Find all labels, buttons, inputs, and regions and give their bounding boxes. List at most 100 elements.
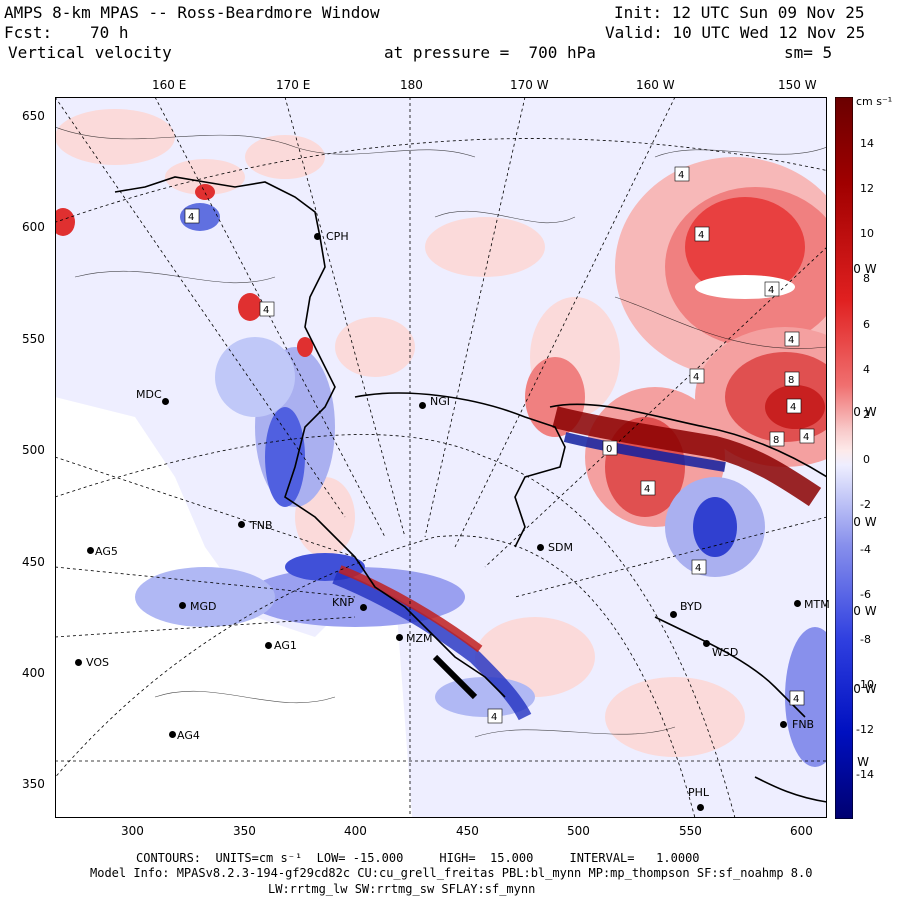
svg-text:4: 4 — [188, 212, 194, 223]
colorbar-tick: 0 — [863, 453, 870, 466]
station-marker — [169, 731, 176, 738]
svg-text:8: 8 — [773, 435, 779, 446]
mountain-wave-strip — [332, 406, 822, 721]
colorbar-tick: 2 — [863, 408, 870, 421]
station-marker — [265, 642, 272, 649]
colorbar-tick: 4 — [863, 363, 870, 376]
colorbar-tick: -8 — [860, 633, 871, 646]
colorbar-tick: 10 — [860, 227, 874, 240]
x-tick: 300 — [121, 824, 144, 838]
graticule — [55, 97, 827, 818]
y-tick: 350 — [22, 777, 45, 791]
y-tick: 600 — [22, 220, 45, 234]
coastline — [114, 176, 827, 803]
contour-info: CONTOURS: UNITS=cm s⁻¹ LOW= -15.000 HIGH… — [136, 851, 700, 865]
model-info: Model Info: MPASv8.2.3-194-gf29cd82c CU:… — [90, 866, 813, 880]
station-label: BYD — [680, 600, 703, 613]
station-marker — [162, 398, 169, 405]
x-tick: 350 — [233, 824, 256, 838]
station-label: MDC — [136, 388, 162, 401]
svg-text:4: 4 — [790, 402, 796, 413]
station-label: AG1 — [274, 639, 297, 652]
svg-text:4: 4 — [678, 170, 684, 181]
x-tick: 450 — [456, 824, 479, 838]
colorbar-tick: -10 — [856, 678, 874, 691]
svg-text:4: 4 — [263, 305, 269, 316]
lon-label: 180 — [400, 78, 423, 92]
contour-lines — [55, 126, 827, 738]
map-title: AMPS 8-km MPAS -- Ross-Beardmore Window — [4, 3, 380, 22]
svg-text:4: 4 — [693, 372, 699, 383]
station-label: CPH — [326, 230, 349, 243]
station-label: MTM — [804, 598, 830, 611]
lon-label: 150 W — [778, 78, 817, 92]
map-plot: 4 4 4 4 4 8 4 8 4 0 4 4 4 4 4 4 — [55, 97, 827, 818]
x-tick: 400 — [344, 824, 367, 838]
model-info-line2: LW:rrtmg_lw SW:rrtmg_sw SFLAY:sf_mynn — [268, 882, 536, 896]
svg-text:4: 4 — [793, 694, 799, 705]
station-marker — [238, 521, 245, 528]
pressure-level: at pressure = 700 hPa — [384, 43, 596, 62]
station-label: VOS — [86, 656, 109, 669]
svg-text:4: 4 — [768, 285, 774, 296]
svg-text:4: 4 — [698, 230, 704, 241]
station-marker — [87, 547, 94, 554]
station-label: PHL — [688, 786, 710, 799]
svg-text:4: 4 — [788, 335, 794, 346]
colorbar-tick: -6 — [860, 588, 871, 601]
y-tick: 500 — [22, 443, 45, 457]
station-label: FNB — [792, 718, 815, 731]
station-marker — [670, 611, 677, 618]
station-label: NGI — [430, 395, 450, 408]
lon-label: 160 E — [152, 78, 187, 92]
colorbar-tick: 12 — [860, 182, 874, 195]
colorbar-tick: 6 — [863, 318, 870, 331]
station-marker — [75, 659, 82, 666]
smoothing-value: sm= 5 — [784, 43, 833, 62]
valid-time: Valid: 10 UTC Wed 12 Nov 25 — [605, 23, 866, 42]
forecast-hour: 70 h — [90, 23, 129, 42]
svg-text:8: 8 — [788, 375, 794, 386]
station-marker — [419, 402, 426, 409]
station-marker — [697, 804, 704, 811]
x-tick: 600 — [790, 824, 813, 838]
station-marker — [396, 634, 403, 641]
lon-label: 170 E — [276, 78, 311, 92]
y-tick: 400 — [22, 666, 45, 680]
contour-labels: 4 4 4 4 4 8 4 8 4 0 4 4 4 4 4 4 — [184, 166, 815, 724]
colorbar-tick: -4 — [860, 543, 871, 556]
init-time: Init: 12 UTC Sun 09 Nov 25 — [614, 3, 865, 22]
colorbar-units: cm s⁻¹ — [856, 95, 893, 108]
station-label: MGD — [190, 600, 217, 613]
lon-label: 160 W — [636, 78, 675, 92]
colorbar — [835, 97, 853, 819]
station-label: AG5 — [95, 545, 118, 558]
station-label: SDM — [548, 541, 573, 554]
colorbar-tick: -2 — [860, 498, 871, 511]
station-label: KNP — [332, 596, 355, 609]
station-marker — [314, 233, 321, 240]
station-marker — [794, 600, 801, 607]
svg-text:4: 4 — [644, 484, 650, 495]
station-marker — [360, 604, 367, 611]
x-tick: 550 — [679, 824, 702, 838]
station-label: MZM — [406, 632, 433, 645]
colorbar-tick: 14 — [860, 137, 874, 150]
svg-text:4: 4 — [491, 712, 497, 723]
y-tick: 650 — [22, 109, 45, 123]
plot-frame — [55, 97, 827, 818]
y-tick: 450 — [22, 555, 45, 569]
svg-text:4: 4 — [695, 563, 701, 574]
station-label: WSD — [712, 646, 739, 659]
lon-label: 170 W — [510, 78, 549, 92]
y-tick: 550 — [22, 332, 45, 346]
ascent-hotspots — [55, 184, 313, 357]
svg-text:4: 4 — [803, 432, 809, 443]
forecast-label: Fcst: — [4, 23, 53, 42]
svg-text:0: 0 — [606, 444, 612, 455]
colorbar-tick: -14 — [856, 768, 874, 781]
x-tick: 500 — [567, 824, 590, 838]
colorbar-tick: 8 — [863, 272, 870, 285]
station-marker — [780, 721, 787, 728]
station-marker — [537, 544, 544, 551]
